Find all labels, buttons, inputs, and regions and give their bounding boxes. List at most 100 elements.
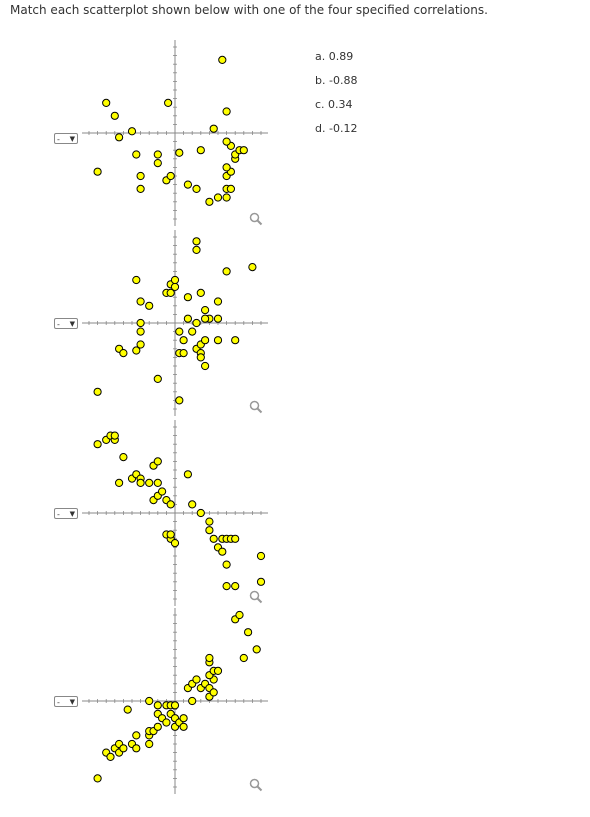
- data-point: [170, 701, 180, 710]
- data-point: [93, 387, 102, 396]
- correlation-options-list: a. 0.89 b. -0.88 c. 0.34 d. -0.12: [315, 50, 357, 146]
- data-point: [170, 282, 180, 291]
- data-point: [136, 340, 145, 349]
- data-point: [136, 478, 145, 488]
- scatterplot-4: [82, 608, 268, 794]
- data-point: [231, 534, 240, 543]
- correlation-select-3[interactable]: - ▼: [54, 508, 78, 519]
- option-letter: c.: [315, 98, 325, 111]
- data-point: [201, 314, 210, 323]
- data-point: [218, 55, 227, 64]
- chevron-down-icon: ▼: [69, 510, 75, 518]
- data-point: [213, 297, 223, 306]
- scatterplot-row-1: - ▼: [0, 40, 300, 226]
- data-point: [179, 349, 188, 358]
- data-point: [183, 314, 193, 323]
- data-point: [205, 197, 214, 206]
- data-point: [136, 327, 145, 336]
- scatterplot-row-2: - ▼: [0, 230, 300, 416]
- data-point: [115, 133, 124, 142]
- data-point: [153, 478, 162, 488]
- data-point: [162, 718, 171, 727]
- data-point: [153, 374, 162, 383]
- select-value: -: [57, 698, 60, 707]
- data-point: [93, 774, 102, 783]
- data-point: [170, 539, 180, 548]
- instruction-text: Match each scatterplot shown below with …: [10, 3, 488, 17]
- option-value: -0.12: [328, 122, 358, 135]
- data-point: [201, 306, 210, 315]
- data-point: [102, 98, 111, 108]
- correlation-select-4[interactable]: - ▼: [54, 696, 78, 707]
- select-value: -: [57, 510, 60, 519]
- option-b: b. -0.88: [315, 74, 357, 98]
- data-point: [213, 666, 223, 676]
- data-point: [244, 628, 253, 637]
- data-point: [192, 318, 201, 328]
- chevron-down-icon: ▼: [69, 320, 75, 328]
- data-point: [222, 163, 231, 172]
- data-point: [252, 645, 261, 654]
- data-point: [239, 146, 248, 155]
- data-point: [183, 180, 193, 189]
- data-point: [132, 346, 141, 355]
- chevron-down-icon: ▼: [69, 698, 75, 706]
- magnifier-icon[interactable]: [249, 400, 263, 414]
- data-point: [158, 487, 167, 496]
- data-point: [175, 396, 184, 405]
- data-point: [106, 752, 115, 761]
- data-point: [222, 267, 231, 276]
- option-value: 0.34: [328, 98, 353, 111]
- data-point: [93, 440, 102, 449]
- magnifier-icon[interactable]: [249, 778, 263, 792]
- data-point: [136, 184, 145, 193]
- data-point: [136, 297, 145, 306]
- option-a: a. 0.89: [315, 50, 357, 74]
- scatterplot-2: [82, 230, 268, 416]
- data-point: [209, 124, 218, 133]
- data-point: [188, 500, 197, 509]
- data-point: [205, 526, 214, 535]
- data-point: [179, 714, 188, 723]
- data-point: [196, 508, 205, 518]
- correlation-select-2[interactable]: - ▼: [54, 318, 78, 329]
- data-point: [145, 739, 154, 749]
- magnifier-icon[interactable]: [249, 212, 263, 226]
- data-point: [153, 159, 162, 168]
- data-point: [166, 500, 175, 509]
- select-value: -: [57, 135, 60, 144]
- data-point: [123, 705, 132, 714]
- data-point: [213, 193, 223, 202]
- data-point: [93, 167, 102, 176]
- option-value: 0.89: [328, 50, 354, 63]
- data-point: [132, 744, 141, 753]
- data-point: [115, 478, 124, 488]
- data-point: [192, 237, 201, 246]
- data-point: [132, 275, 141, 285]
- data-point: [196, 288, 205, 298]
- data-point: [153, 457, 162, 466]
- data-point: [136, 318, 145, 328]
- correlation-select-1[interactable]: - ▼: [54, 133, 78, 144]
- option-d: d. -0.12: [315, 122, 357, 146]
- data-point: [209, 534, 218, 543]
- data-point: [222, 107, 231, 116]
- data-point: [132, 150, 141, 159]
- data-point: [119, 744, 128, 753]
- data-point: [166, 288, 175, 298]
- scatterplot-row-3: - ▼: [0, 420, 300, 606]
- data-point: [110, 111, 119, 120]
- data-point: [222, 137, 231, 146]
- option-letter: a.: [315, 50, 326, 63]
- data-point: [231, 336, 240, 345]
- data-point: [231, 582, 240, 591]
- data-point: [166, 530, 175, 539]
- data-point: [145, 478, 154, 488]
- data-point: [127, 127, 137, 136]
- data-point: [205, 653, 214, 663]
- data-point: [192, 675, 201, 684]
- data-point: [196, 146, 205, 155]
- magnifier-icon[interactable]: [249, 590, 263, 604]
- data-point: [235, 610, 244, 620]
- data-point: [222, 193, 231, 202]
